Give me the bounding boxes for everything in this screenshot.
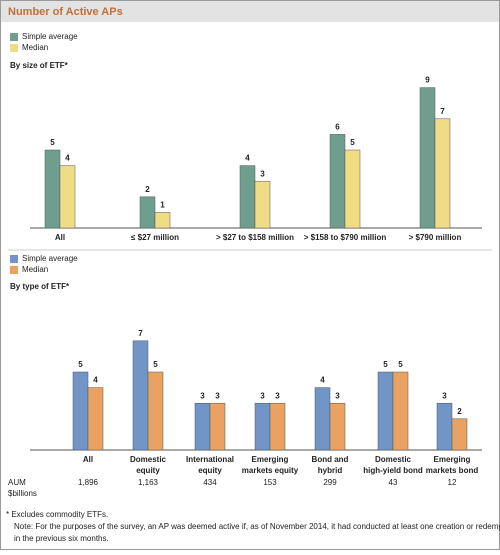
bar (132, 340, 149, 451)
x-tick-label: > $27 to $158 million (216, 233, 294, 242)
data-label: 4 (65, 154, 70, 163)
x-tick-label: equity (198, 466, 222, 475)
legend-label: Median (22, 265, 48, 274)
x-tick-label: ≤ $27 million (131, 233, 179, 242)
row-value: 1,163 (138, 478, 159, 487)
row-value: 12 (448, 478, 457, 487)
data-label: 7 (138, 329, 143, 338)
x-tick-label: hybrid (318, 466, 343, 475)
bar (209, 402, 226, 451)
data-label: 3 (260, 169, 265, 178)
header-bar (1, 1, 499, 22)
data-label: 9 (425, 76, 430, 85)
data-label: 7 (440, 107, 445, 116)
bar (392, 371, 409, 451)
row-value: 43 (389, 478, 398, 487)
row-value: 434 (203, 478, 217, 487)
bar (419, 87, 436, 229)
footnote: * Excludes commodity ETFs. (6, 510, 108, 519)
legend-label: Simple average (22, 254, 78, 263)
x-tick-label: Emerging (434, 455, 471, 464)
data-label: 5 (350, 138, 355, 147)
data-label: 2 (145, 185, 150, 194)
x-tick-label: Domestic (130, 455, 167, 464)
x-tick-label: > $790 million (409, 233, 462, 242)
data-label: 4 (320, 376, 325, 385)
bar (87, 387, 104, 451)
bar (254, 180, 271, 229)
bar (329, 134, 346, 229)
bar (139, 196, 156, 229)
row-value: 1,896 (78, 478, 99, 487)
x-tick-label: International (186, 455, 234, 464)
data-label: 2 (457, 407, 462, 416)
legend-swatch (10, 255, 18, 263)
bar (147, 371, 164, 451)
bar (434, 118, 451, 229)
x-tick-label: Emerging (252, 455, 289, 464)
bar (377, 371, 394, 451)
legend-label: Median (22, 43, 48, 52)
data-label: 3 (275, 391, 280, 400)
footnote: in the previous six months. (14, 534, 109, 543)
bar (344, 149, 361, 229)
data-label: 5 (153, 360, 158, 369)
data-label: 5 (50, 138, 55, 147)
bar (59, 165, 76, 229)
chart-subtitle: By type of ETF* (10, 282, 70, 291)
row-label: $billions (8, 489, 37, 498)
x-tick-label: high-yield bond (363, 466, 423, 475)
legend-swatch (10, 44, 18, 52)
x-tick-label: markets bond (426, 466, 479, 475)
bar (269, 402, 286, 451)
bar (72, 371, 89, 451)
bar (194, 402, 211, 451)
x-tick-label: equity (136, 466, 160, 475)
bar (154, 212, 171, 229)
row-label: AUM (8, 478, 26, 487)
legend-label: Simple average (22, 32, 78, 41)
data-label: 3 (200, 391, 205, 400)
bar (254, 402, 271, 451)
data-label: 4 (245, 154, 250, 163)
legend-swatch (10, 266, 18, 274)
x-tick-label: All (55, 233, 65, 242)
bar (314, 387, 331, 451)
bar (44, 149, 61, 229)
data-label: 3 (442, 391, 447, 400)
data-label: 5 (78, 360, 83, 369)
x-tick-label: All (83, 455, 93, 464)
data-label: 6 (335, 123, 340, 132)
data-label: 3 (215, 391, 220, 400)
row-value: 299 (323, 478, 337, 487)
legend-swatch (10, 33, 18, 41)
x-tick-label: Bond and (312, 455, 349, 464)
data-label: 4 (93, 376, 98, 385)
bar (451, 418, 468, 451)
data-label: 1 (160, 201, 165, 210)
data-label: 3 (260, 391, 265, 400)
x-tick-label: > $158 to $790 million (304, 233, 387, 242)
footnote: Note: For the purposes of the survey, an… (14, 522, 500, 531)
data-label: 5 (383, 360, 388, 369)
bar (329, 402, 346, 451)
page-title: Number of Active APs (8, 6, 123, 18)
bar (239, 165, 256, 229)
data-label: 5 (398, 360, 403, 369)
x-tick-label: Domestic (375, 455, 412, 464)
row-value: 153 (263, 478, 277, 487)
bar (436, 402, 453, 451)
data-label: 3 (335, 391, 340, 400)
chart-subtitle: By size of ETF* (10, 61, 69, 70)
x-tick-label: markets equity (242, 466, 299, 475)
